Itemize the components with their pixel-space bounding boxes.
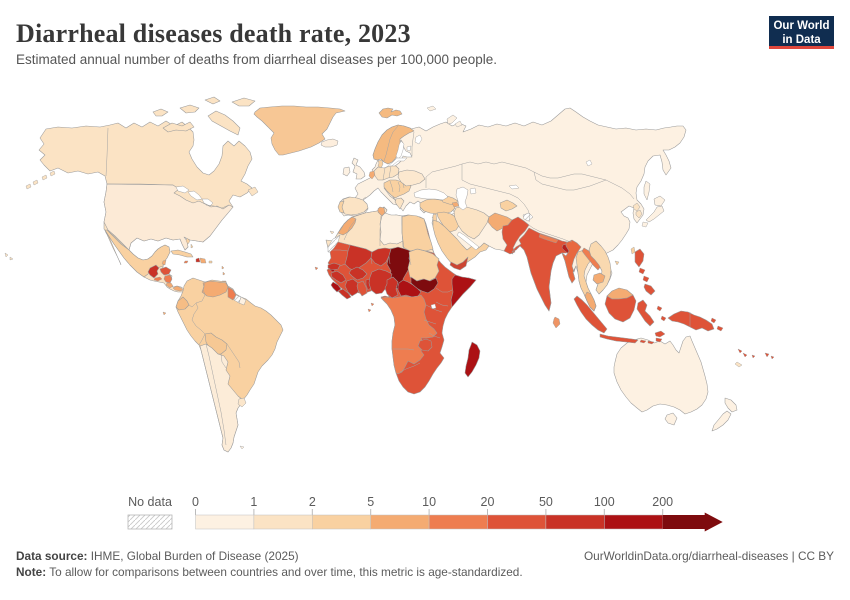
svg-text:50: 50 — [539, 495, 553, 509]
svg-text:20: 20 — [481, 495, 495, 509]
svg-text:5: 5 — [367, 495, 374, 509]
svg-text:2: 2 — [309, 495, 316, 509]
svg-text:10: 10 — [422, 495, 436, 509]
svg-text:100: 100 — [594, 495, 615, 509]
svg-text:0: 0 — [192, 495, 199, 509]
svg-text:1: 1 — [250, 495, 257, 509]
svg-text:200: 200 — [652, 495, 673, 509]
svg-text:No data: No data — [128, 495, 172, 509]
